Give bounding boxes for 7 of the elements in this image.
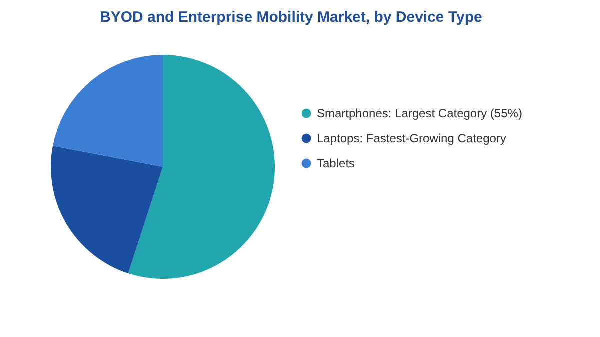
pie-slice xyxy=(52,55,163,167)
legend-label: Laptops: Fastest-Growing Category xyxy=(317,132,506,146)
chart-title: BYOD and Enterprise Mobility Market, by Device Type xyxy=(100,9,482,26)
legend-label: Tablets xyxy=(317,156,356,170)
pie-slice xyxy=(51,146,163,274)
pie-slice xyxy=(128,55,275,279)
legend-label: Smartphones: Largest Category (55%) xyxy=(317,106,522,120)
